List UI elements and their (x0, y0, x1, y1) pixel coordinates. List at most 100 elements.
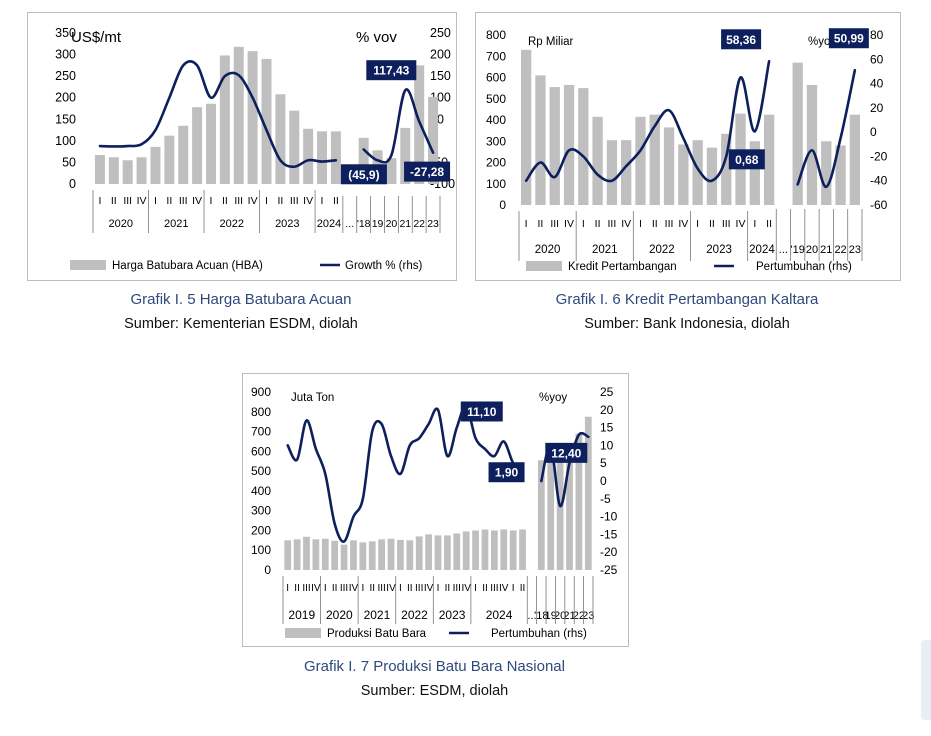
bar (578, 88, 589, 205)
y-left-tick-label: 300 (251, 504, 271, 518)
kredit-chart: 8007006005004003002001000806040200-20-40… (486, 28, 888, 273)
bar (621, 140, 632, 205)
x-quarter-label: II (111, 195, 117, 207)
x-quarter-label: IV (137, 195, 147, 207)
x-year-label: 2024 (317, 218, 341, 230)
y-right-tick-label: 250 (430, 26, 451, 40)
callout-label: 58,36 (726, 33, 756, 47)
bar (575, 433, 583, 570)
bar (368, 541, 376, 570)
x-quarter-label: I (154, 195, 157, 207)
x-quarter-label: II (332, 583, 338, 594)
chart-panel-kredit: 800 700 600 500 400 300 200 100 0 80 60 40 20 0 -20 -40… (475, 12, 901, 281)
x-year-label: 2021 (592, 244, 618, 256)
x-quarter-label: I (286, 583, 289, 594)
x-quarter-label: I (98, 195, 101, 207)
x-quarter-label: IV (192, 195, 202, 207)
x-quarter-label: I (437, 583, 440, 594)
y-left-tick-label: 700 (486, 49, 506, 63)
x-year-label: 2024 (486, 608, 513, 622)
y-right-tick-label: -15 (600, 527, 618, 541)
y-left-tick-label: 100 (251, 543, 271, 557)
legend-line-label: Pertumbuhan (rhs) (756, 261, 852, 273)
x-quarter-label: III (415, 583, 423, 594)
y-left-tick-label: 200 (55, 91, 76, 105)
x-quarter-label: III (340, 583, 348, 594)
x-quarter-label: IV (564, 218, 574, 230)
callout-box (488, 462, 525, 483)
y-right-tick-label: 60 (870, 52, 884, 66)
bar (275, 94, 286, 184)
page-edge-tab (921, 640, 931, 720)
bar (584, 416, 592, 570)
y-left-tick-label: 0 (264, 563, 271, 577)
legend-bar-swatch (526, 261, 562, 271)
bar (806, 84, 818, 205)
y-left-tick-label: 50 (62, 155, 76, 169)
chart-panel-hba: 350300250200150100500250200150100500-50-… (27, 12, 457, 281)
growth-line (796, 68, 857, 189)
bar (663, 127, 675, 205)
y-right-tick-label: 0 (870, 125, 877, 139)
x-annual-label: ... (527, 610, 536, 622)
bar (386, 158, 397, 184)
x-annual-label: 21 (563, 610, 575, 622)
x-year-label: 2020 (326, 608, 353, 622)
bar (178, 125, 189, 184)
caption-title-produksi: Grafik I. 7 Produksi Batu Bara Nasional (304, 658, 565, 675)
bar (721, 133, 732, 205)
bar (749, 141, 760, 205)
bar (205, 103, 216, 184)
growth-line (98, 60, 338, 169)
x-year-label: 2020 (109, 218, 133, 230)
x-quarter-label: I (324, 583, 327, 594)
x-quarter-label: II (595, 218, 601, 230)
x-year-label: 2023 (275, 218, 299, 230)
y-right-tick-label: -10 (600, 510, 618, 524)
callout-label: 0,68 (735, 153, 759, 167)
bar (481, 529, 489, 570)
x-quarter-label: IV (303, 195, 313, 207)
x-quarter-label: II (652, 218, 658, 230)
y-right-tick-label: 15 (600, 421, 614, 435)
x-annual-label: 20 (554, 610, 566, 622)
x-year-label: 2022 (649, 244, 675, 256)
bar (549, 87, 560, 205)
y-right-tick-label: -20 (870, 149, 888, 163)
x-quarter-label: III (608, 218, 617, 230)
growth-line (286, 404, 524, 543)
bar (321, 538, 329, 570)
y-right-tick-label: -40 (870, 174, 888, 188)
x-quarter-label: I (639, 218, 642, 230)
bar (358, 137, 369, 184)
bar (331, 540, 339, 570)
growth-line (524, 59, 771, 183)
bar (500, 529, 508, 570)
x-annual-label: '18 (534, 610, 548, 622)
bar (94, 155, 105, 184)
callout-box (545, 442, 588, 463)
x-quarter-label: III (377, 583, 385, 594)
y-left-unit-label: Rp Miliar (528, 36, 574, 48)
x-quarter-label: II (520, 583, 526, 594)
x-annual-label: 20 (386, 218, 398, 230)
bar (359, 542, 367, 570)
x-year-label: 2022 (401, 608, 428, 622)
x-quarter-label: II (369, 583, 375, 594)
x-year-label: 2023 (439, 608, 466, 622)
bar (400, 127, 411, 184)
chart-panel-produksi: 900 800 700 600 500 400 300 200 100 0 25 20 15 10 5 0 -5… (242, 373, 629, 647)
y-left-unit-label: Juta Ton (291, 392, 334, 404)
bar (150, 146, 161, 184)
bar (462, 531, 470, 570)
callout-label: 50,99 (834, 32, 864, 46)
bar (509, 530, 517, 570)
bar (444, 535, 451, 570)
x-year-label: 2022 (220, 218, 244, 230)
bar (136, 157, 147, 184)
x-quarter-label: II (166, 195, 172, 207)
x-quarter-label: III (302, 583, 310, 594)
y-left-tick-label: 400 (486, 113, 506, 127)
bar (108, 157, 119, 184)
x-quarter-label: III (123, 195, 132, 207)
